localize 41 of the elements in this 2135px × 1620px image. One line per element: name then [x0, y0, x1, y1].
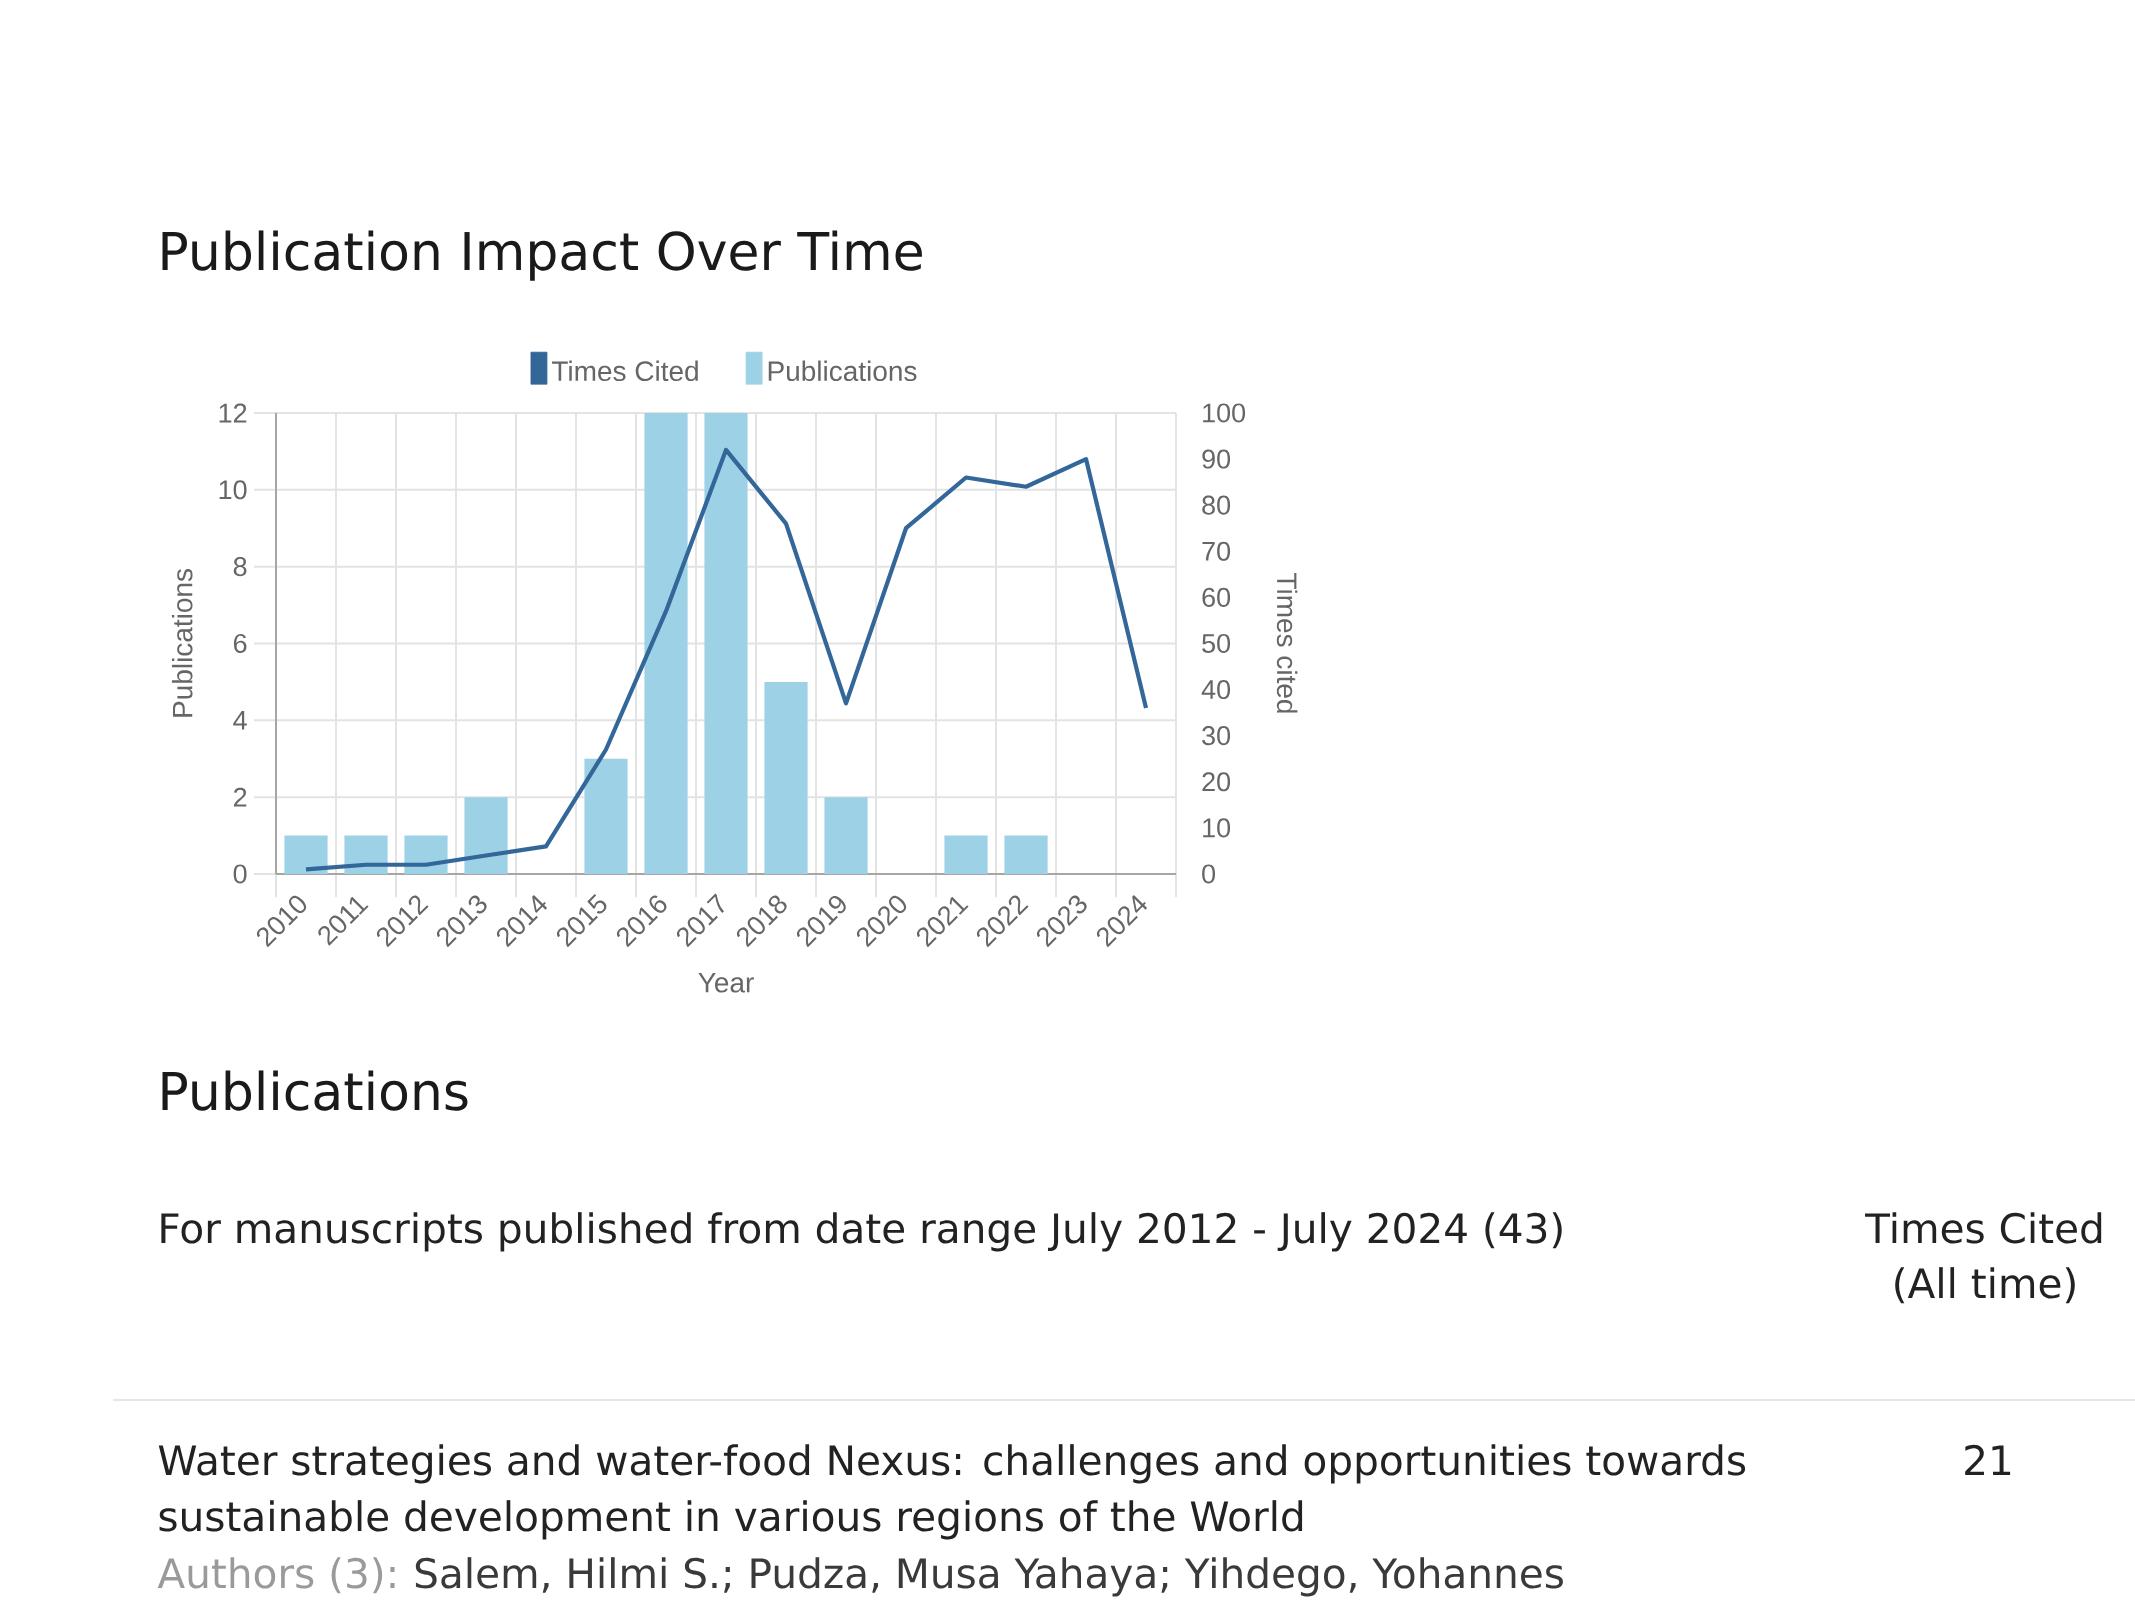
- text: Times Cited (All time): [1865, 1212, 2102, 1304]
- text: Salem, Hilmi S.; Pudza, Musa Yahaya; Yihdego, Yohannes: [415, 1557, 1563, 1597]
- bar: [284, 835, 328, 874]
- y-tick-label: 12: [219, 403, 247, 423]
- y-tick-label: 0: [233, 864, 247, 884]
- bar: [764, 681, 808, 874]
- bar: [644, 412, 688, 874]
- y2-tick-label: 80: [1202, 495, 1231, 515]
- y-axis-title: Publications: [171, 569, 193, 717]
- text: For manuscripts published from date range July 2012 - July 2024 (43): [161, 1212, 1562, 1252]
- y-tick-label: 4: [233, 711, 247, 730]
- x-axis-title: Year: [698, 973, 754, 993]
- y2-tick-label: 100: [1203, 403, 1246, 423]
- legend-label: Times Cited: [551, 360, 698, 382]
- y2-tick-label: 0: [1202, 864, 1216, 884]
- text: Authors (3):: [157, 1557, 395, 1594]
- y2-tick-label: 10: [1203, 818, 1231, 838]
- chart-title: Publication Impact Over Time: [162, 230, 922, 281]
- y2-tick-label: 40: [1201, 680, 1231, 700]
- bar: [464, 797, 508, 874]
- y-tick-label: 8: [233, 557, 247, 577]
- bar: [944, 835, 988, 874]
- y2-tick-label: 70: [1202, 541, 1231, 561]
- bar: [1004, 835, 1048, 874]
- y2-tick-label: 60: [1202, 587, 1231, 607]
- bar: [584, 758, 628, 874]
- y-tick-label: 2: [233, 787, 247, 807]
- text: Water strategies and water-food Nexus: challenges and opportunities towards sustainable development in various regions of the World: [158, 1444, 1746, 1540]
- y2-tick-label: 50: [1202, 633, 1231, 654]
- bar: [824, 797, 868, 874]
- text: 21: [1965, 1444, 2011, 1475]
- y-tick-label: 6: [233, 633, 247, 654]
- y2-tick-label: 30: [1202, 726, 1231, 746]
- bar: [704, 412, 748, 874]
- text: Publications: [162, 1070, 468, 1111]
- y-tick-label: 10: [219, 480, 247, 500]
- y2-axis-title: Times cited: [1276, 573, 1298, 713]
- legend-label: Publications: [768, 360, 917, 382]
- y2-tick-label: 20: [1202, 772, 1231, 792]
- line-series: [303, 447, 1149, 872]
- y2-tick-label: 90: [1202, 449, 1231, 469]
